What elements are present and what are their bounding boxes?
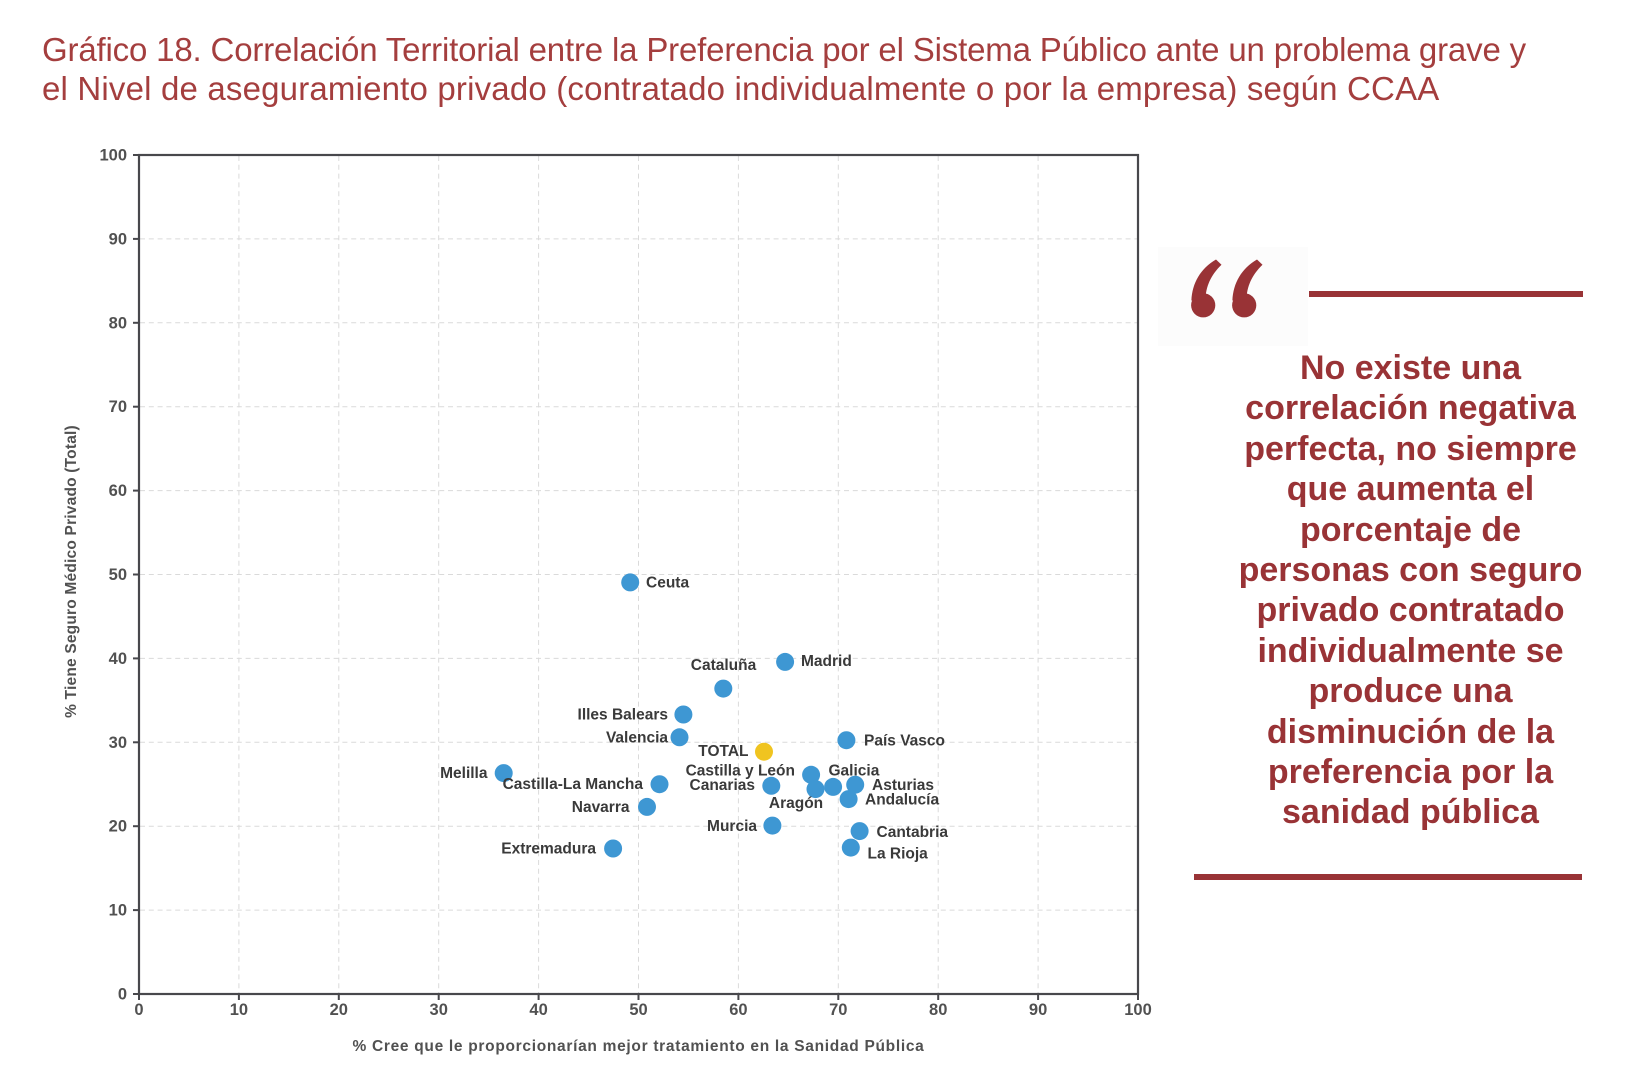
svg-text:Castilla-La Mancha: Castilla-La Mancha (503, 776, 644, 793)
svg-text:Navarra: Navarra (572, 799, 630, 816)
svg-text:Valencia: Valencia (606, 730, 668, 747)
svg-text:10: 10 (109, 902, 127, 920)
svg-text:70: 70 (829, 1001, 847, 1019)
svg-text:Murcia: Murcia (707, 818, 757, 835)
svg-text:Cataluña: Cataluña (691, 657, 757, 674)
svg-text:Andalucía: Andalucía (865, 792, 939, 809)
svg-text:40: 40 (529, 1001, 547, 1019)
svg-text:60: 60 (729, 1001, 747, 1019)
svg-text:Canarias: Canarias (690, 777, 755, 794)
svg-text:30: 30 (109, 734, 127, 752)
svg-text:Ceuta: Ceuta (646, 575, 689, 592)
svg-text:País Vasco: País Vasco (864, 733, 945, 750)
svg-text:90: 90 (109, 230, 127, 248)
svg-text:TOTAL: TOTAL (698, 743, 748, 760)
svg-text:50: 50 (629, 1001, 647, 1019)
svg-text:100: 100 (1124, 1001, 1152, 1019)
svg-text:90: 90 (1029, 1001, 1047, 1019)
svg-text:10: 10 (230, 1001, 248, 1019)
svg-text:40: 40 (109, 650, 127, 668)
svg-text:80: 80 (109, 314, 127, 332)
svg-text:% Tiene Seguro Médico Privado: % Tiene Seguro Médico Privado (Total) (63, 425, 80, 718)
svg-text:20: 20 (330, 1001, 348, 1019)
svg-text:Galicia: Galicia (829, 763, 880, 780)
svg-text:30: 30 (430, 1001, 448, 1019)
svg-text:Extremadura: Extremadura (501, 841, 596, 858)
svg-text:Asturias: Asturias (872, 777, 934, 794)
svg-text:Aragón: Aragón (769, 795, 823, 812)
svg-text:60: 60 (109, 482, 127, 500)
svg-text:% Cree que le proporcionarían: % Cree que le proporcionarían mejor trat… (353, 1038, 925, 1055)
svg-text:La Rioja: La Rioja (868, 846, 929, 863)
svg-text:Illes Balears: Illes Balears (578, 707, 668, 724)
svg-text:Melilla: Melilla (440, 765, 488, 782)
svg-text:Madrid: Madrid (801, 653, 852, 670)
svg-text:0: 0 (134, 1001, 143, 1019)
svg-text:50: 50 (109, 566, 127, 584)
svg-text:80: 80 (929, 1001, 947, 1019)
svg-text:70: 70 (109, 398, 127, 416)
svg-text:0: 0 (118, 986, 127, 1004)
svg-text:Castilla y León: Castilla y León (686, 763, 795, 780)
svg-text:20: 20 (109, 818, 127, 836)
svg-text:100: 100 (99, 147, 127, 165)
svg-text:Cantabria: Cantabria (877, 824, 949, 841)
